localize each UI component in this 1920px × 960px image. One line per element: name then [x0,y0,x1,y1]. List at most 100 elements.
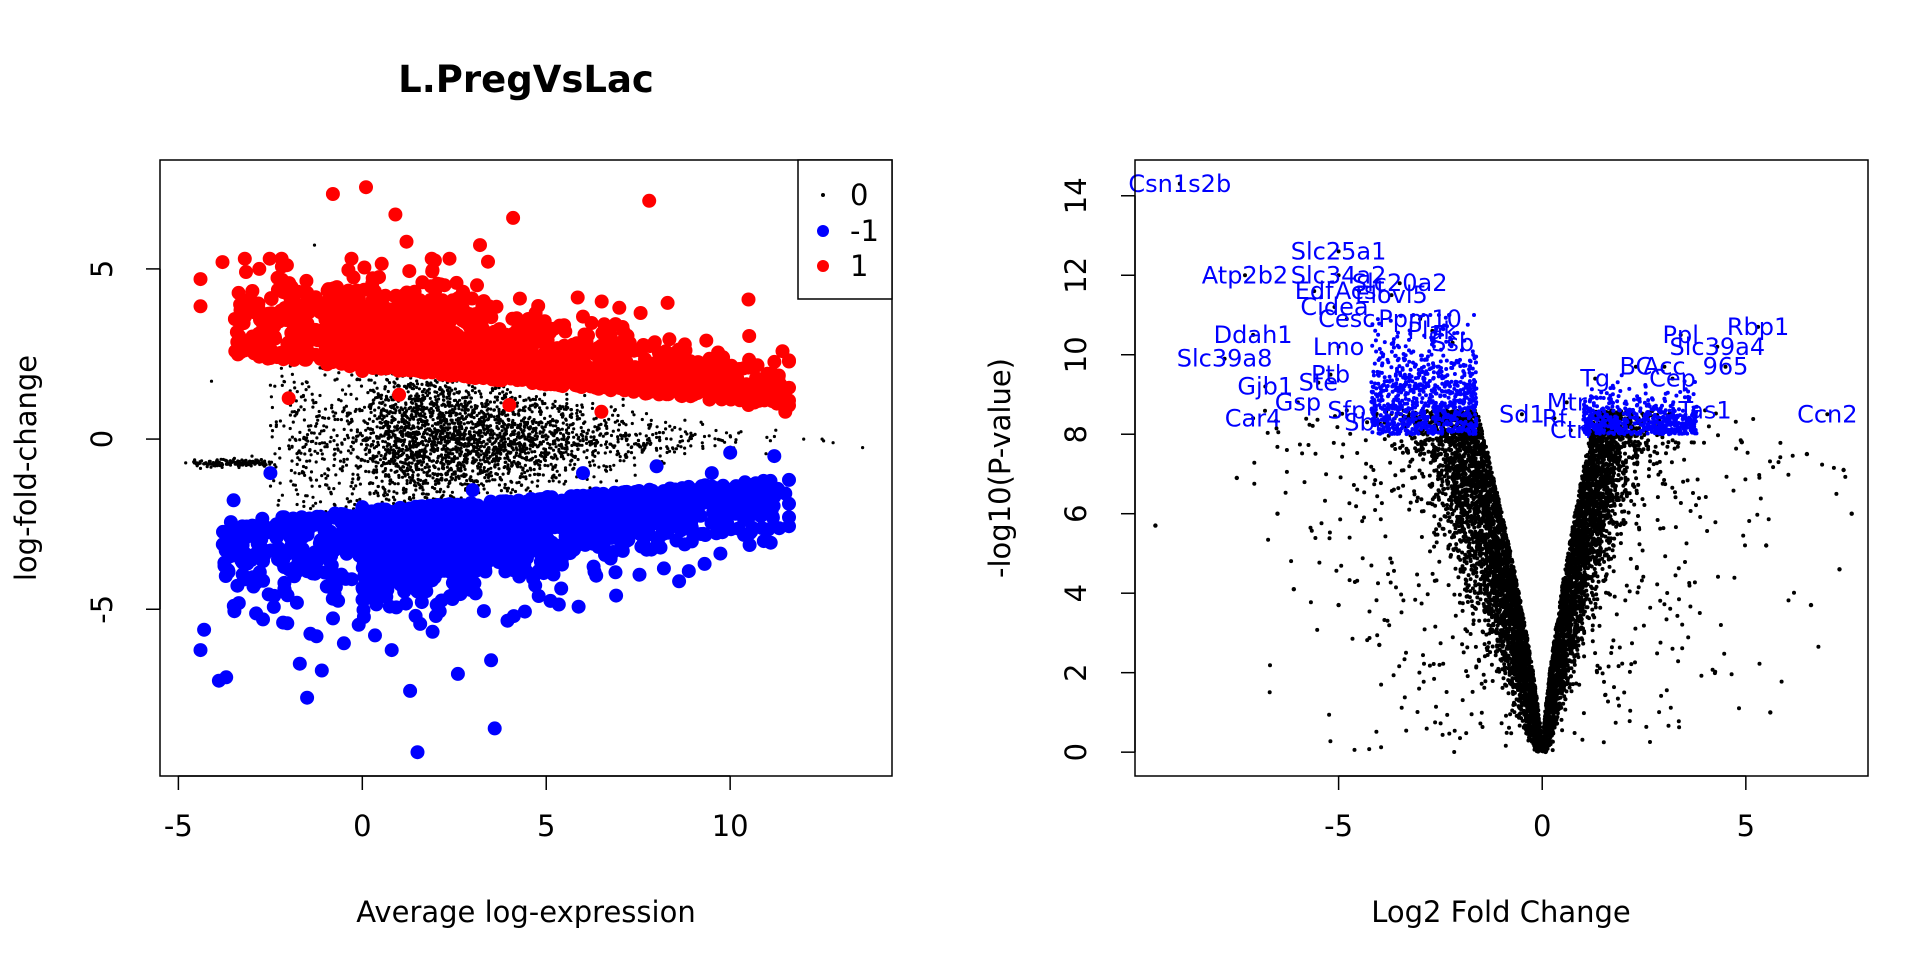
ma-point-1 [662,332,677,347]
ma-point-0 [427,440,431,444]
ma-point-1 [537,314,552,329]
ma-point-0 [416,421,420,425]
ma-point-0 [358,431,363,435]
ma-point-0 [395,424,399,428]
ma-point-0 [664,420,668,424]
ma-point-0 [296,492,300,496]
ma-point-0 [363,437,367,441]
ma-point-0 [359,384,364,388]
ma-point-0 [549,446,553,450]
ma-point-0 [655,425,659,429]
ma-point-0 [640,417,644,422]
ma-point-0 [291,483,295,487]
ma-point-0 [479,449,484,453]
ma-point-0 [408,468,412,472]
ma-point-0 [377,450,381,454]
ma-point-0 [470,385,475,389]
ma-point-0 [561,421,565,425]
ma-point-0 [320,474,324,478]
ma-point-0 [493,457,497,461]
ma-point-0 [531,397,535,401]
ma-point-0 [488,474,492,478]
ma-point-0 [496,462,500,466]
ma-point-0 [457,461,461,465]
ma-point-0 [453,478,457,482]
ma-point-0 [288,426,292,431]
ma-point-0 [236,464,240,468]
ma-point-0 [472,449,476,453]
ma-point-0 [349,451,353,455]
ma-point-0 [378,426,382,430]
ma-point-0 [370,402,374,406]
ma-point-0 [436,421,440,425]
ma-point-0 [524,488,528,492]
ma-point-1 [521,312,536,326]
ma-point-0 [556,438,561,442]
ma-point-0 [483,476,487,480]
ma-plot-panel: L.PregVsLac -5 0 5 10 -505 Average log-expr… [9,58,893,929]
ma-point-0 [308,448,312,452]
ma-point-0 [565,440,569,444]
ma-point-1 [528,329,543,344]
ma-point-0 [373,381,377,385]
ma-point-0 [447,455,451,459]
ma-point-0 [418,417,422,421]
ma-point-0 [438,432,442,436]
ma-point-0 [296,456,300,460]
ma-point-0 [508,439,513,443]
ma-point-1 [432,349,447,364]
ma-point-0 [364,469,368,473]
ma-point-0 [458,398,462,402]
ma-point-0 [317,409,321,414]
ma-point-1 [237,251,252,266]
ma-point-0 [293,386,297,390]
ma-point-0 [499,478,504,482]
ma-point-0 [435,448,440,452]
ma-point-0 [678,440,682,444]
ma-point-0 [400,433,404,437]
ma-point-0 [516,412,521,416]
ma-point-0 [624,434,628,438]
ma-point-0 [354,484,358,488]
ma-point-0 [345,411,349,415]
ma-point-0 [464,454,468,458]
ma-point-0 [582,450,586,454]
ma-point-0 [734,440,738,444]
ma-point-0 [423,465,428,469]
ma-point-0 [538,397,542,401]
ma-point-0 [459,420,463,425]
ma-point-0 [304,442,308,446]
ma-point-0 [391,433,396,437]
ma-point-0 [627,433,632,437]
ma-point-0 [383,403,387,407]
ma-point-0 [263,459,267,463]
ma-point-0 [601,434,605,438]
ma-point-0 [282,424,286,428]
ma-point-0 [462,457,467,462]
ma-point-1 [434,367,449,382]
ma-point-0 [543,463,547,467]
ma-point-0 [459,463,464,467]
ma-point-0 [366,459,370,464]
ma-point-1 [608,366,623,381]
ma-point-0 [445,465,449,469]
ma-point-0 [298,458,302,462]
ma-point-0 [620,437,624,441]
ma-point-0 [350,419,354,423]
ma-point-0 [441,390,445,394]
ma-point-0 [392,490,396,494]
ma-point-0 [540,399,544,403]
ma-point-0 [290,410,294,414]
ma-point-0 [425,421,429,425]
ma-point-0 [568,463,572,467]
ma-point-0 [270,405,274,410]
ma-point-0 [689,431,693,435]
ma-point-0 [309,453,313,457]
ma-point-0 [539,412,543,416]
ma-point-0 [398,410,402,415]
ma-point-0 [385,396,389,400]
ma-point-0 [482,415,486,419]
ma-point-0 [415,432,420,437]
ma-point-0 [514,442,518,446]
ma-point-0 [522,434,526,438]
